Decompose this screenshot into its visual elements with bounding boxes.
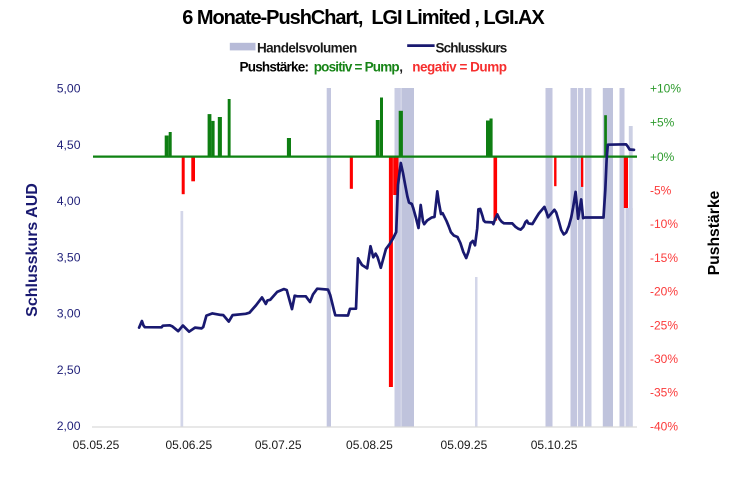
svg-text:05.09.25: 05.09.25 [441,438,488,452]
svg-text:05.06.25: 05.06.25 [165,438,212,452]
svg-text:-15%: -15% [650,251,678,265]
svg-text:05.07.25: 05.07.25 [255,438,302,452]
svg-text:-10%: -10% [650,217,678,231]
svg-text:positiv = Pump: positiv = Pump [314,59,400,74]
svg-text:+10%: +10% [650,82,681,96]
svg-text:2,00: 2,00 [57,419,81,433]
svg-text:2,50: 2,50 [57,363,81,377]
svg-text:05.08.25: 05.08.25 [346,438,393,452]
svg-text:-5%: -5% [650,184,672,198]
svg-text:,: , [399,59,403,74]
svg-text:Pushstärke: Pushstärke [706,190,723,275]
svg-text:-40%: -40% [650,419,678,433]
svg-text:4,50: 4,50 [57,138,81,152]
svg-text:05.05.25: 05.05.25 [73,438,120,452]
svg-text:-20%: -20% [650,285,678,299]
svg-text:-25%: -25% [650,318,678,332]
svg-text:5,00: 5,00 [57,82,81,96]
svg-text:6 Monate-PushChart, LGI Limit: 6 Monate-PushChart, LGI Limited , LGI.AX [182,7,545,29]
svg-text:3,50: 3,50 [57,250,81,264]
svg-text:05.10.25: 05.10.25 [531,438,578,452]
svg-text:-35%: -35% [650,386,678,400]
svg-text:+0%: +0% [650,150,675,164]
svg-text:Schlusskurs AUD: Schlusskurs AUD [24,183,41,317]
svg-text:negativ = Dump: negativ = Dump [412,59,507,74]
svg-text:Pushstärke:: Pushstärke: [240,59,309,74]
svg-text:-30%: -30% [650,352,678,366]
svg-text:Schlusskurs: Schlusskurs [436,40,507,55]
svg-text:Handelsvolumen: Handelsvolumen [257,40,357,55]
svg-text:3,00: 3,00 [57,307,81,321]
svg-text:4,00: 4,00 [57,194,81,208]
svg-text:+5%: +5% [650,115,675,129]
